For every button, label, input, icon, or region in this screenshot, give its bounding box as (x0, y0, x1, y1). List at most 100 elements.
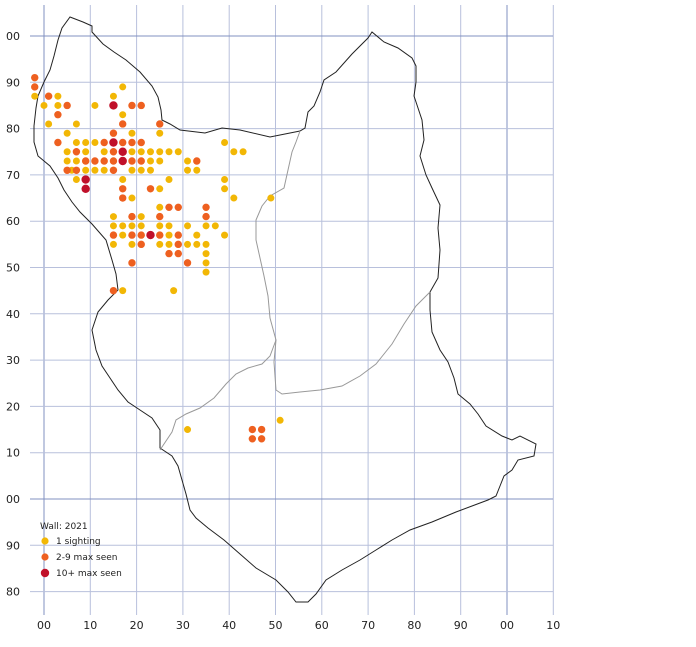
y-tick-label: 00 (6, 493, 20, 506)
sighting-dot-two-nine (100, 157, 108, 165)
sighting-dot-one (156, 157, 164, 165)
sighting-dot-one (137, 148, 145, 156)
sighting-dot-ten-plus (118, 147, 127, 156)
sighting-dot-one (54, 92, 62, 100)
sighting-dot-two-nine (183, 259, 192, 267)
y-tick-label: 10 (6, 447, 20, 460)
sighting-dot-one (128, 129, 136, 137)
sighting-dot-one (230, 148, 238, 156)
sighting-dot-one (230, 194, 238, 202)
sighting-dot-two-nine (63, 166, 71, 174)
sighting-dot-one (267, 194, 275, 202)
sighting-dot-one (119, 222, 127, 230)
sighting-dot-one (170, 287, 178, 295)
sighting-dot-two-nine (31, 73, 39, 82)
inner-boundary-east (273, 291, 431, 395)
sighting-dot-two-nine (128, 231, 136, 239)
sighting-dot-one (239, 148, 247, 156)
sighting-dot-one (40, 101, 48, 109)
sighting-dot-two-nine (109, 148, 118, 156)
y-tick-label: 80 (6, 586, 20, 599)
sighting-dot-two-nine (72, 148, 81, 156)
sighting-dot-two-nine (146, 185, 155, 193)
x-tick-label: 10 (546, 619, 560, 632)
sighting-dot-one (202, 240, 210, 248)
sighting-dot-one (82, 148, 90, 156)
sighting-dot-one (128, 240, 136, 248)
sighting-dot-two-nine (257, 435, 266, 443)
sighting-dot-one (128, 222, 136, 230)
sighting-dot-two-nine (44, 92, 53, 100)
x-tick-label: 50 (269, 619, 283, 632)
sighting-dot-one (128, 166, 136, 174)
x-tick-label: 00 (500, 619, 514, 632)
sighting-dot-one (221, 185, 229, 193)
sighting-dot-two-nine (174, 240, 182, 249)
sighting-dot-one (211, 222, 219, 230)
sighting-dot-two-nine (119, 194, 127, 202)
region-outline (33, 16, 537, 603)
sighting-dot-two-nine (156, 120, 164, 128)
sighting-dot-one (156, 148, 164, 156)
sighting-dot-one (45, 120, 53, 128)
sighting-dot-two-nine (165, 203, 173, 212)
y-tick-label: 70 (6, 169, 20, 182)
sighting-dot-two-nine (100, 138, 108, 147)
sighting-dot-two-nine (72, 166, 81, 174)
sighting-dot-two-nine (128, 212, 136, 221)
sighting-dot-two-nine (248, 425, 257, 434)
legend: Wall: 2021 1 sighting 2-9 max seen 10+ m… (40, 522, 122, 579)
sighting-dot-one (146, 148, 154, 156)
sighting-dot-two-nine (109, 157, 118, 165)
sighting-dot-two-nine (174, 249, 182, 258)
sighting-dot-one (72, 176, 80, 184)
sighting-dot-one (119, 83, 127, 91)
legend-label-two-nine: 2-9 max seen (56, 553, 118, 563)
sighting-dot-one (119, 176, 127, 184)
sighting-dot-one (221, 176, 229, 184)
sighting-dot-one (72, 120, 80, 128)
sighting-dot-two-nine (193, 157, 201, 165)
sighting-dot-two-nine (109, 231, 118, 239)
sighting-dot-two-nine (128, 157, 136, 165)
sighting-dot-one (184, 240, 192, 248)
sighting-dot-one (165, 231, 173, 239)
sighting-dot-one (137, 222, 145, 230)
sighting-dot-one (193, 231, 201, 239)
y-tick-label: 50 (6, 262, 20, 275)
sighting-dot-two-nine (109, 286, 118, 295)
sighting-dot-one (137, 213, 145, 221)
sighting-dot-two-nine (81, 157, 90, 165)
sighting-dot-one (109, 240, 117, 248)
sighting-dot-one (119, 111, 127, 119)
sighting-dot-one (165, 148, 173, 156)
sighting-dot-two-nine (91, 157, 99, 165)
sighting-dot-one (202, 222, 210, 230)
sighting-dot-one (146, 166, 154, 174)
x-tick-label: 10 (83, 619, 97, 632)
map-grid (30, 5, 554, 615)
inner-boundary-west (159, 130, 301, 451)
sighting-dot-two-nine (31, 83, 39, 91)
sighting-dot-one (276, 416, 284, 424)
sighting-dot-ten-plus (109, 101, 118, 110)
sighting-dot-two-nine (128, 138, 136, 147)
sighting-dot-one (221, 138, 229, 146)
sighting-dot-two-nine (137, 101, 145, 110)
sighting-dot-one (156, 222, 164, 230)
y-tick-label: 40 (6, 308, 20, 321)
sighting-dot-two-nine (156, 231, 164, 239)
sighting-dot-two-nine (119, 138, 127, 147)
sighting-dot-one (109, 222, 117, 230)
sighting-dot-two-nine (137, 138, 145, 147)
sighting-dot-one (184, 157, 192, 165)
sighting-dot-two-nine (165, 249, 173, 258)
sighting-dot-two-nine (202, 212, 210, 221)
sighting-dot-two-nine (248, 435, 257, 443)
sighting-dot-one (63, 157, 71, 165)
sighting-dot-one (119, 231, 127, 239)
sighting-dot-one (184, 222, 192, 230)
sighting-dot-one (100, 148, 108, 156)
y-tick-label: 90 (6, 539, 20, 552)
